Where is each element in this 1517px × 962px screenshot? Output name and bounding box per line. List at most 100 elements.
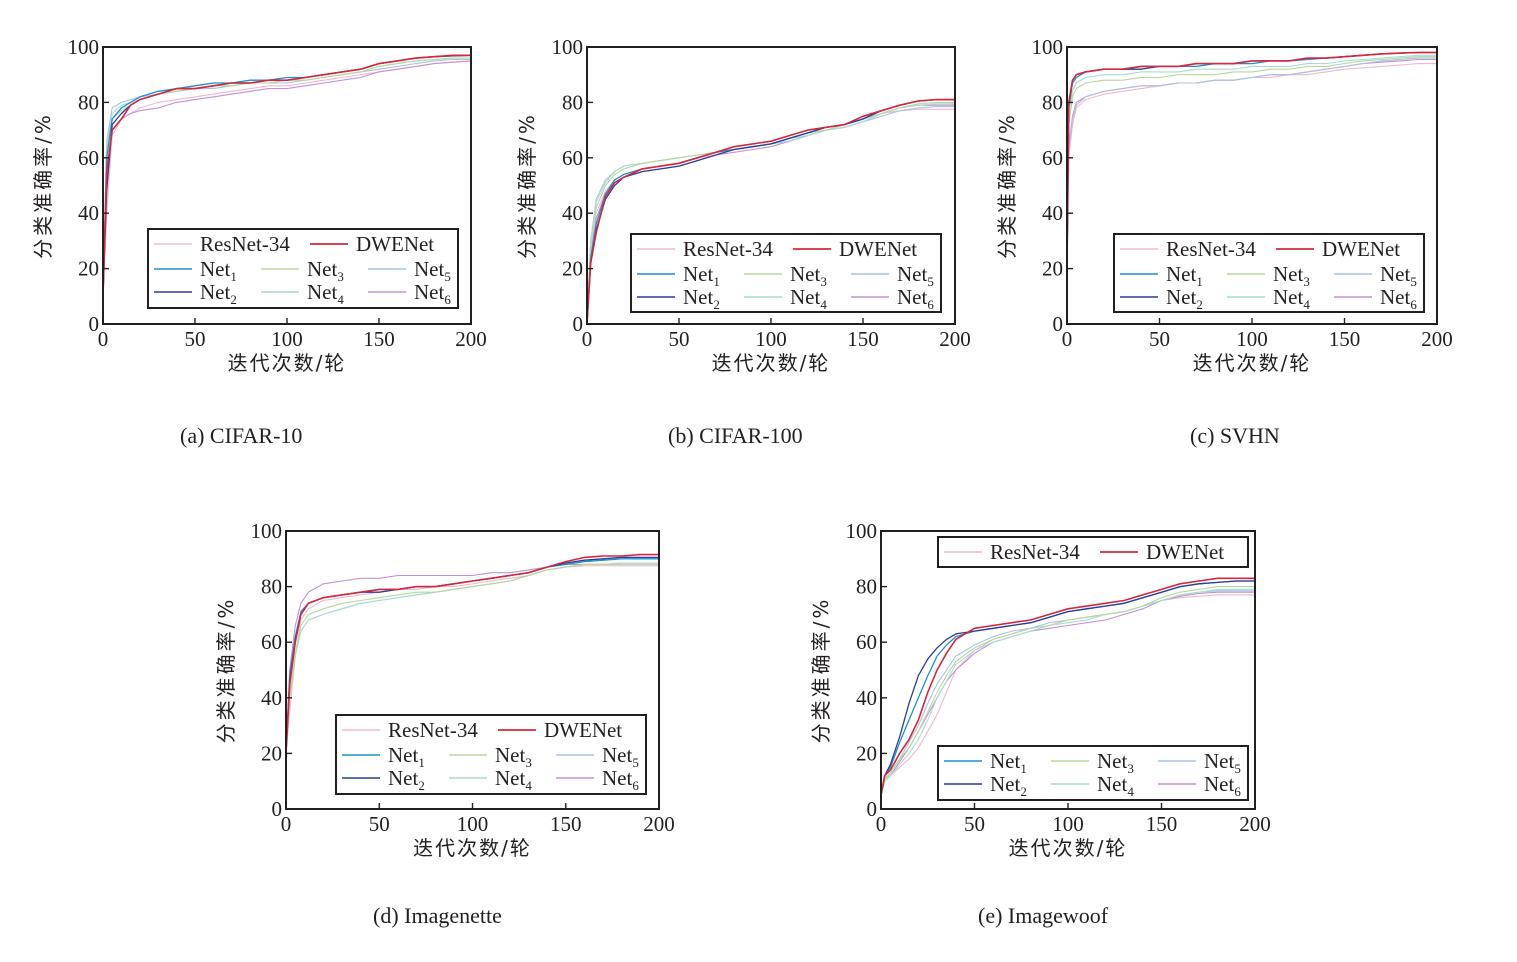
axis-ticks: 0 20 40 60 80 100 0 50 100 150 200: [1032, 35, 1453, 351]
y-tick-label: 100: [68, 35, 100, 59]
y-tick-label: 60: [856, 630, 877, 654]
caption-cifar100: (b) CIFAR-100: [668, 423, 803, 448]
x-tick-label: 0: [582, 327, 593, 351]
series-line-dwenet: [285, 553, 659, 754]
legend-subscript: 3: [525, 755, 532, 770]
y-tick-label: 20: [261, 741, 282, 765]
legend-item-resnet34: ResNet-34: [342, 718, 478, 742]
x-tick-label: 50: [1149, 327, 1170, 351]
legend-subscript: 6: [444, 292, 451, 307]
x-tick-label: 50: [369, 812, 390, 836]
series-line-dwenet: [1066, 51, 1437, 269]
chart-svg-imagenette: 0 20 40 60 80 100 0 50 100 150 200 迭代次数/轮 分类准确率/% Res…: [214, 519, 675, 860]
y-tick-label: 20: [78, 257, 99, 281]
y-tick-label: 40: [562, 201, 583, 225]
legend-subscript: 5: [1410, 274, 1417, 289]
x-tick-label: 100: [1236, 327, 1268, 351]
x-tick-label: 200: [455, 327, 487, 351]
legend-subscript: 4: [820, 297, 827, 312]
y-tick-label: 80: [1042, 90, 1063, 114]
legend-item-net6: Net6: [1158, 772, 1241, 799]
legend-label-resnet34: ResNet-34: [683, 237, 773, 261]
x-tick-label: 200: [643, 812, 675, 836]
y-tick-label: 40: [856, 686, 877, 710]
legend-subscript: 1: [1020, 761, 1027, 776]
series-line-dwenet: [880, 577, 1255, 796]
y-tick-label: 0: [89, 312, 100, 336]
caption-cifar10: (a) CIFAR-10: [180, 423, 303, 448]
y-tick-label: 80: [261, 575, 282, 599]
chart-panel-imagenette: 0 20 40 60 80 100 0 50 100 150 200 迭代次数/轮 分类准确率/% Res…: [0, 0, 800, 900]
series-lines: [586, 98, 956, 325]
legend-subscript: 4: [1127, 784, 1134, 799]
x-tick-label: 100: [755, 327, 787, 351]
legend-subscript: 3: [337, 269, 344, 284]
legend-subscript: 2: [418, 778, 425, 793]
x-tick-label: 0: [876, 812, 887, 836]
x-tick-label: 200: [939, 327, 971, 351]
x-tick-label: 150: [1146, 812, 1178, 836]
legend-item-resnet34: ResNet-34: [1120, 237, 1256, 261]
axis-ticks: 0 20 40 60 80 100 0 50 100 150 200: [251, 519, 675, 836]
series-line-dwenet: [102, 54, 471, 297]
series-line-resnet34: [285, 565, 659, 754]
y-tick-label: 80: [78, 90, 99, 114]
series-lines: [102, 54, 472, 297]
legend-item-dwenet: DWENet: [498, 718, 622, 742]
legend-item-dwenet: DWENet: [310, 232, 434, 256]
x-tick-label: 150: [1329, 327, 1361, 351]
legend-subscript: 3: [1127, 761, 1134, 776]
x-tick-label: 50: [964, 812, 985, 836]
legend-label-dwenet: DWENet: [544, 718, 622, 742]
y-tick-label: 20: [1042, 257, 1063, 281]
y-tick-label: 80: [856, 575, 877, 599]
chart-svg-svhn: 0 20 40 60 80 100 0 50 100 150 200 迭代次数/轮 分类准确率/% Res…: [995, 35, 1453, 375]
legend-subscript: 1: [1196, 274, 1203, 289]
legend-label-resnet34: ResNet-34: [1166, 237, 1256, 261]
y-tick-label: 0: [272, 797, 283, 821]
x-tick-label: 50: [185, 327, 206, 351]
series-line-net2: [880, 580, 1255, 796]
legend-label-dwenet: DWENet: [839, 237, 917, 261]
series-line-net6: [102, 60, 472, 297]
legend-box: [630, 233, 942, 313]
legend-subscript: 4: [1303, 297, 1310, 312]
legend-subscript: 1: [418, 755, 425, 770]
x-axis-title: 迭代次数/轮: [1193, 351, 1312, 375]
legend-label-dwenet: DWENet: [1322, 237, 1400, 261]
y-tick-label: 100: [552, 35, 584, 59]
legend-subscript: 4: [337, 292, 344, 307]
x-axis-title: 迭代次数/轮: [413, 836, 532, 860]
legend-item-net1: Net1: [637, 262, 720, 289]
x-tick-label: 150: [363, 327, 395, 351]
series-lines: [285, 553, 660, 754]
y-axis-title: 分类准确率/%: [214, 597, 238, 744]
series-lines: [880, 577, 1256, 796]
legend-label-resnet34: ResNet-34: [200, 232, 290, 256]
y-tick-label: 20: [562, 257, 583, 281]
legend-subscript: 3: [820, 274, 827, 289]
y-tick-label: 80: [562, 90, 583, 114]
y-axis-title: 分类准确率/%: [31, 112, 55, 259]
chart-svg-imagewoof: 0 20 40 60 80 100 0 50 100 150 200 迭代次数/轮 分类准确率/% Res…: [809, 519, 1271, 860]
legend-label-resnet34: ResNet-34: [388, 718, 478, 742]
y-tick-label: 60: [562, 146, 583, 170]
series-line-net3: [880, 586, 1255, 796]
caption-imagenette: (d) Imagenette: [373, 903, 502, 928]
legend-subscript: 2: [1020, 784, 1027, 799]
x-tick-label: 200: [1239, 812, 1271, 836]
x-tick-label: 50: [669, 327, 690, 351]
chart-svg-cifar10: 0 20 40 60 80 100 0 50 100 150 200 迭代次数/轮 分类准确率/% Res…: [31, 35, 487, 375]
legend-box: [1113, 233, 1425, 313]
y-tick-label: 60: [1042, 146, 1063, 170]
legend-item-dwenet: DWENet: [793, 237, 917, 261]
legend-label-net3: Net3: [1273, 262, 1310, 289]
series-line-net4: [880, 588, 1255, 796]
x-tick-label: 150: [550, 812, 582, 836]
x-tick-label: 0: [281, 812, 292, 836]
legend-label-net2: Net2: [200, 280, 237, 307]
legend-subscript: 2: [1196, 297, 1203, 312]
